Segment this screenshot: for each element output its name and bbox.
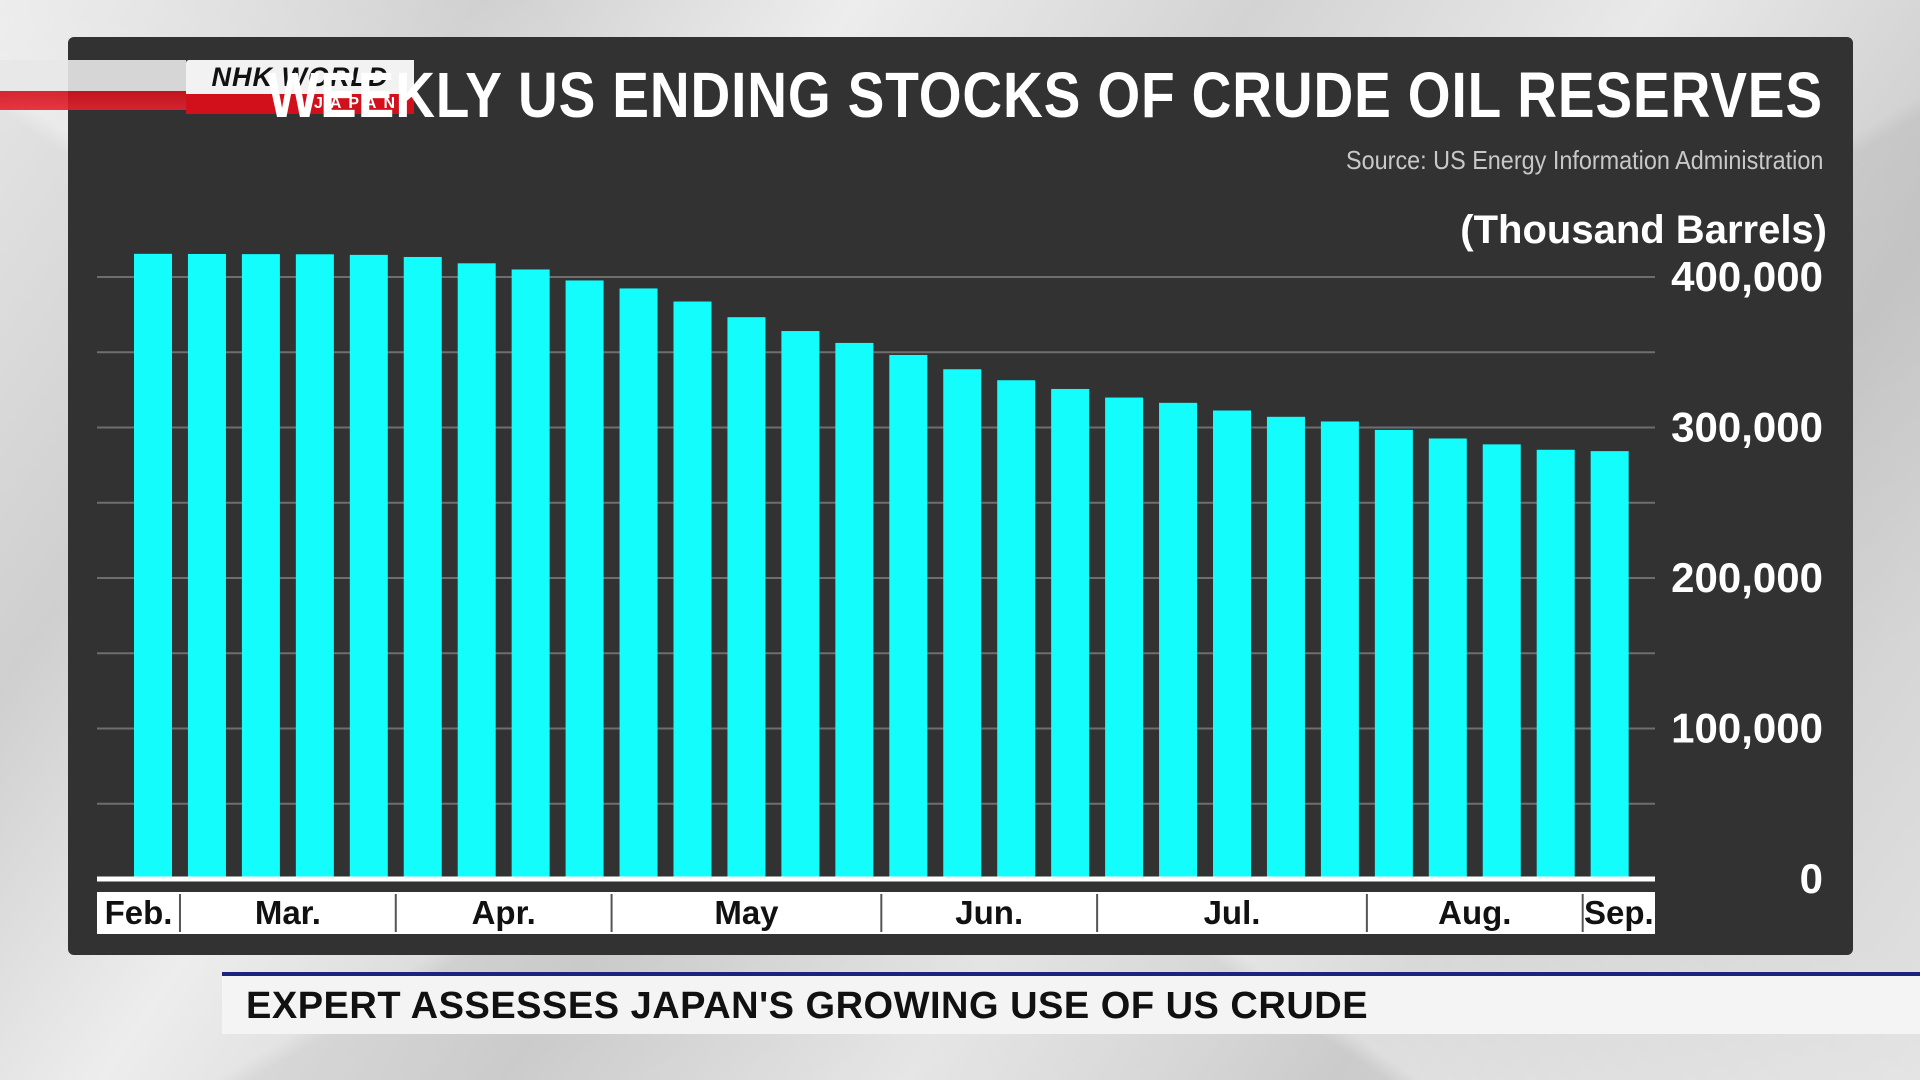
y-tick-label: 200,000 <box>1671 554 1823 601</box>
bar <box>295 254 334 879</box>
y-axis-unit-label: (Thousand Barrels) <box>1460 208 1827 252</box>
bar <box>1536 449 1575 879</box>
bar <box>134 253 172 879</box>
bar <box>781 331 820 879</box>
x-tick-label: Jul. <box>1204 894 1261 931</box>
nhk-world-logo: NHK WORLD JAPAN <box>186 60 414 114</box>
x-tick-label: Aug. <box>1438 894 1511 931</box>
x-tick-label: Jun. <box>955 894 1023 931</box>
month-label-strip <box>97 892 1655 934</box>
bar <box>889 354 928 880</box>
bar <box>1590 451 1629 879</box>
x-tick-label: Mar. <box>255 894 321 931</box>
bar <box>1428 438 1467 879</box>
logo-stripe <box>0 60 186 110</box>
bar <box>1374 429 1413 879</box>
logo-subtitle: JAPAN <box>186 94 414 114</box>
x-tick-label: Feb. <box>105 894 173 931</box>
bar <box>835 342 874 879</box>
y-tick-label: 300,000 <box>1671 404 1823 451</box>
bar <box>1051 388 1090 879</box>
y-tick-label: 400,000 <box>1671 253 1823 300</box>
bar <box>1213 410 1251 879</box>
y-tick-label: 100,000 <box>1671 705 1823 752</box>
bar <box>943 369 982 879</box>
bar <box>1105 397 1144 879</box>
x-tick-label: Sep. <box>1584 894 1654 931</box>
y-tick-label: 0 <box>1800 855 1823 902</box>
chart-source: Source: US Energy Information Administra… <box>1345 145 1823 175</box>
logo-wordmark: NHK WORLD <box>186 60 414 94</box>
x-tick-label: Apr. <box>472 894 536 931</box>
bar <box>349 254 388 880</box>
bar <box>727 317 766 880</box>
bar <box>1266 416 1305 879</box>
x-tick-label: May <box>714 894 779 931</box>
bar <box>673 301 712 879</box>
bar <box>565 280 604 879</box>
bar <box>619 288 658 879</box>
bar <box>511 269 550 880</box>
bar <box>241 254 280 879</box>
bar <box>457 263 496 879</box>
chart-title: WEEKLY US ENDING STOCKS OF CRUDE OIL RES… <box>267 59 1823 131</box>
news-caption: EXPERT ASSESSES JAPAN'S GROWING USE OF U… <box>222 972 1920 1034</box>
bar <box>1482 444 1521 879</box>
bar <box>997 380 1036 879</box>
bar <box>1159 402 1198 879</box>
bar <box>1320 421 1359 879</box>
bar <box>403 256 442 879</box>
caption-text: EXPERT ASSESSES JAPAN'S GROWING USE OF U… <box>246 985 1369 1027</box>
bar <box>187 253 226 879</box>
